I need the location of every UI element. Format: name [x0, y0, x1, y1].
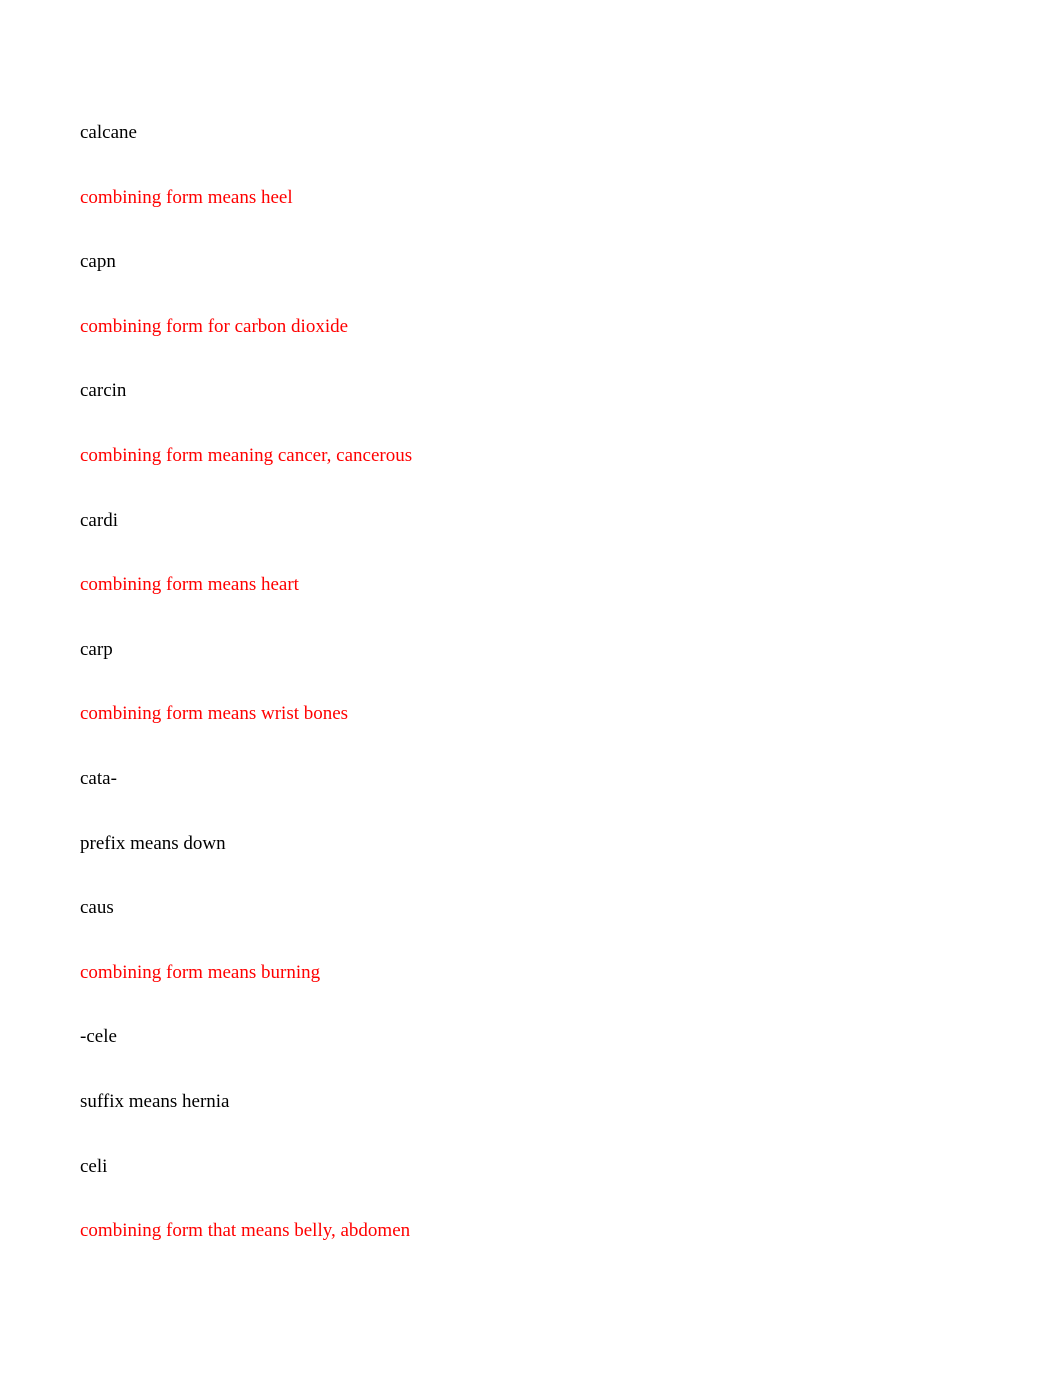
term-text: caus: [80, 895, 982, 922]
definition-text: combining form means heart: [80, 572, 982, 599]
definition-text: combining form meaning cancer, cancerous: [80, 443, 982, 470]
term-text: cata-: [80, 766, 982, 793]
document-content: calcane combining form means heel capn c…: [0, 0, 1062, 1363]
definition-text: combining form for carbon dioxide: [80, 314, 982, 341]
term-text: calcane: [80, 120, 982, 147]
term-text: celi: [80, 1154, 982, 1181]
definition-text: suffix means hernia: [80, 1089, 982, 1116]
definition-text: combining form means heel: [80, 185, 982, 212]
definition-text: combining form means wrist bones: [80, 701, 982, 728]
term-text: -cele: [80, 1024, 982, 1051]
definition-text: combining form that means belly, abdomen: [80, 1218, 982, 1245]
term-text: capn: [80, 249, 982, 276]
term-text: carcin: [80, 378, 982, 405]
definition-text: combining form means burning: [80, 960, 982, 987]
term-text: carp: [80, 637, 982, 664]
term-text: cardi: [80, 508, 982, 535]
definition-text: prefix means down: [80, 831, 982, 858]
